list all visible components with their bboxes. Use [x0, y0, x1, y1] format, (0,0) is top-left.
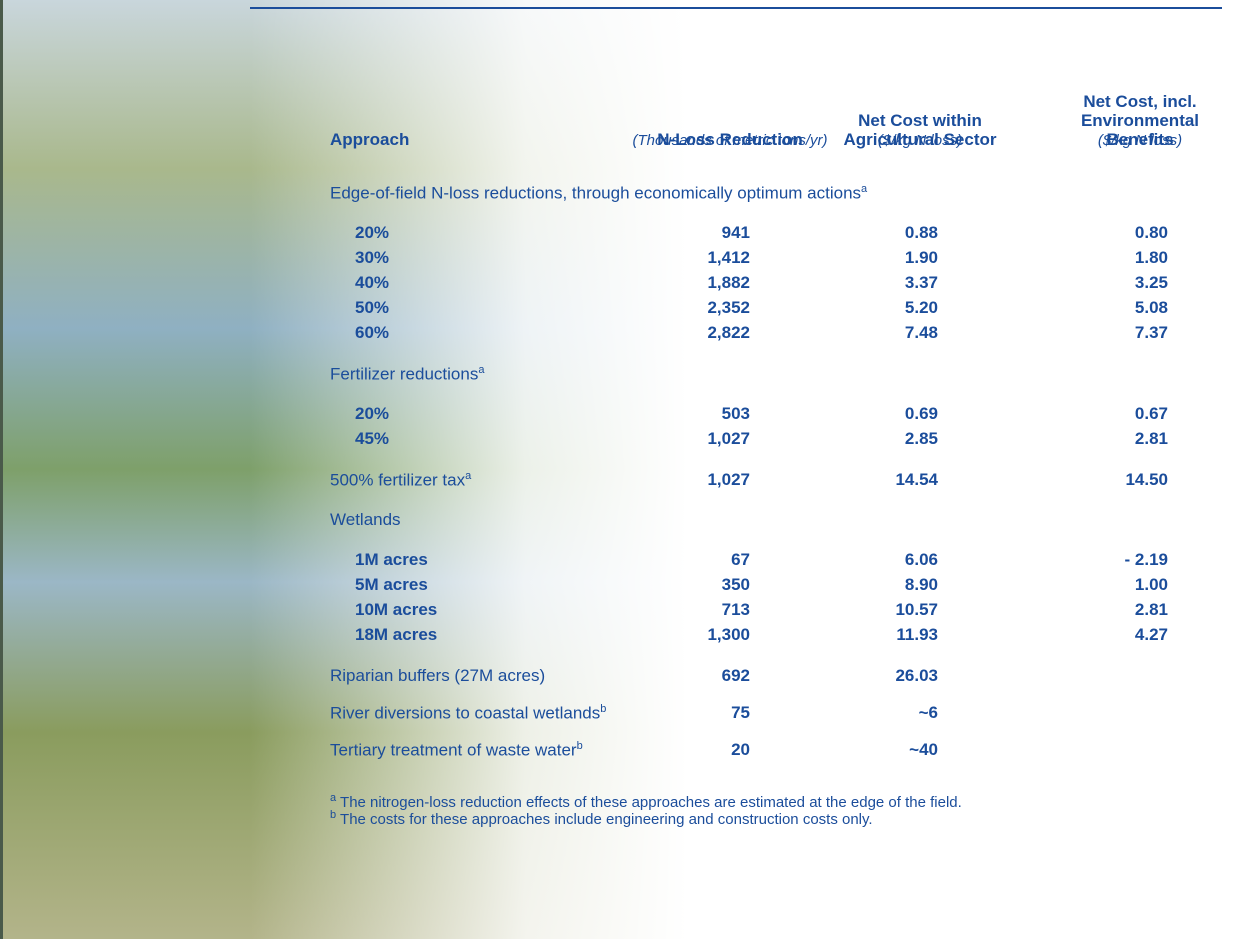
- row-label: 30%: [355, 248, 390, 267]
- row-label: 500% fertilizer taxa: [330, 470, 471, 491]
- cell-value: - 2.19: [1124, 550, 1168, 569]
- column-header: Net Cost, incl. Environmental Benefits: [1080, 92, 1200, 149]
- row-label: 50%: [355, 298, 390, 317]
- cell-value: ~40: [909, 740, 938, 759]
- footnote-mark: a: [330, 792, 337, 804]
- label-text: Wetlands: [330, 510, 401, 529]
- row-label: Edge-of-field N-loss reductions, through…: [330, 183, 867, 204]
- cell-value: 1,027: [707, 429, 750, 448]
- cell-value: 14.54: [895, 470, 938, 489]
- row-label: 5M acres: [355, 575, 428, 594]
- cell-value: 75: [731, 703, 750, 722]
- cell-value: 4.27: [1134, 625, 1168, 644]
- cell-value: 0.67: [1134, 404, 1168, 423]
- cell-value: 14.50: [1125, 470, 1168, 489]
- label-text: River diversions to coastal wetlands: [330, 703, 601, 723]
- cell-value: 2.81: [1134, 429, 1168, 448]
- row-label: 10M acres: [355, 600, 438, 619]
- footnote-text: The costs for these approaches include e…: [340, 811, 873, 828]
- cell-value: 26.03: [895, 666, 938, 685]
- cell-value: 1,882: [707, 273, 750, 292]
- row-label: Fertilizer reductionsa: [330, 364, 484, 385]
- cell-value: 1,300: [707, 625, 750, 644]
- cell-value: 1,027: [707, 470, 750, 489]
- column-header: N-Loss Reduction: [657, 130, 803, 149]
- cell-value: 1.00: [1134, 575, 1168, 594]
- label-text: Riparian buffers (27M acres): [330, 666, 546, 685]
- footnote-ref: a: [478, 364, 485, 376]
- row-label: 18M acres: [355, 625, 438, 644]
- cell-value: 11.93: [896, 625, 938, 644]
- cell-value: 503: [721, 404, 750, 423]
- footnote-ref: a: [861, 183, 868, 195]
- footnote-ref: a: [465, 470, 472, 482]
- footnote: a The nitrogen-loss reduction effects of…: [330, 792, 962, 811]
- cell-value: 0.80: [1134, 223, 1168, 242]
- cell-value: 941: [721, 223, 750, 242]
- cell-value: 6.06: [904, 550, 938, 569]
- cell-value: 7.48: [904, 323, 938, 342]
- row-label: 20%: [355, 223, 390, 242]
- edge-line: [0, 0, 3, 939]
- column-unit: ($/kg N loss): [877, 132, 963, 149]
- cell-value: 1,412: [707, 248, 750, 267]
- column-header: Net Cost within Agricultural Sector: [843, 111, 997, 149]
- row-label: 60%: [355, 323, 390, 342]
- cell-value: 2.81: [1134, 600, 1168, 619]
- row-label: 45%: [355, 429, 390, 448]
- cell-value: 1.90: [904, 248, 938, 267]
- cell-value: 5.08: [1134, 298, 1168, 317]
- cell-value: 10.57: [895, 600, 938, 619]
- label-text: Fertilizer reductions: [330, 364, 479, 384]
- cell-value: 0.88: [904, 223, 938, 242]
- cell-value: 0.69: [904, 404, 938, 423]
- row-label: 40%: [355, 273, 390, 292]
- label-text: Tertiary treatment of waste water: [330, 740, 577, 760]
- footnote-ref: b: [600, 703, 607, 715]
- cell-value: 692: [721, 666, 750, 685]
- footnote-text: The nitrogen-loss reduction effects of t…: [340, 794, 962, 811]
- cell-value: 2,822: [707, 323, 750, 342]
- row-label: 1M acres: [355, 550, 428, 569]
- cell-value: 20: [731, 740, 750, 759]
- cell-value: 2,352: [707, 298, 750, 317]
- top-rule: [250, 7, 1222, 9]
- row-label: River diversions to coastal wetlandsb: [330, 703, 606, 724]
- footnote: b The costs for these approaches include…: [330, 809, 873, 828]
- cell-value: 5.20: [904, 298, 938, 317]
- cell-value: 3.37: [904, 273, 938, 292]
- column-unit: (Thousands of metric tons/yr): [632, 132, 828, 149]
- footnote-ref: b: [576, 740, 583, 752]
- cell-value: 3.25: [1134, 273, 1168, 292]
- row-label: Riparian buffers (27M acres): [330, 666, 545, 686]
- cell-value: 713: [721, 600, 750, 619]
- label-text: Edge-of-field N-loss reductions, through…: [330, 183, 862, 203]
- label-text: 500% fertilizer tax: [330, 470, 466, 490]
- cell-value: 8.90: [904, 575, 938, 594]
- header-approach: Approach: [330, 130, 410, 149]
- cell-value: 7.37: [1134, 323, 1168, 342]
- row-label: 20%: [355, 404, 390, 423]
- cell-value: ~6: [918, 703, 938, 722]
- cell-value: 1.80: [1134, 248, 1168, 267]
- row-label: Tertiary treatment of waste waterb: [330, 740, 583, 761]
- footnote-mark: b: [330, 809, 337, 821]
- cell-value: 2.85: [904, 429, 938, 448]
- row-label: Wetlands: [330, 510, 401, 530]
- column-unit: ($/kg N loss): [1097, 132, 1183, 149]
- cell-value: 350: [721, 575, 750, 594]
- cell-value: 67: [731, 550, 750, 569]
